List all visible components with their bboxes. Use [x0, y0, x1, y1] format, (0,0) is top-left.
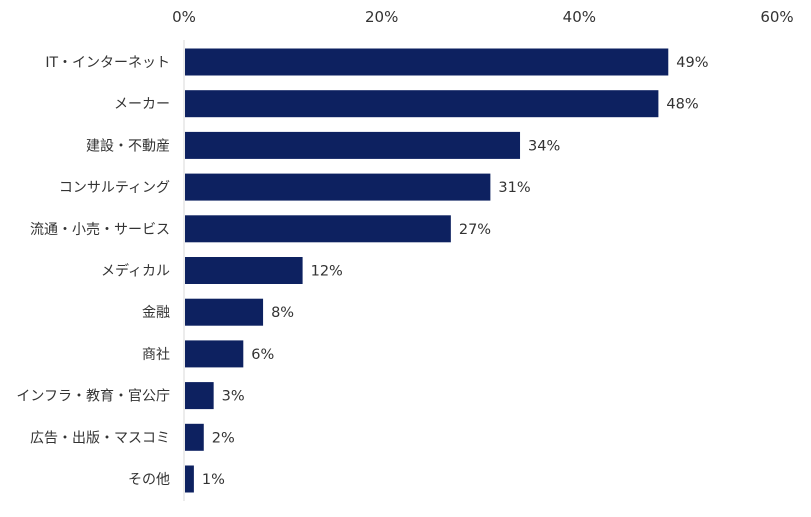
bar	[185, 382, 214, 410]
bar	[185, 173, 491, 201]
x-tick-label: 0%	[172, 8, 196, 26]
category-label: インフラ・教育・官公庁	[16, 389, 170, 405]
bar	[185, 131, 521, 159]
value-label: 3%	[222, 389, 245, 405]
value-label: 48%	[666, 97, 698, 113]
category-label: IT・インターネット	[45, 55, 170, 71]
x-tick-label: 40%	[563, 8, 596, 26]
bar	[185, 90, 659, 118]
category-label: 建設・不動産	[86, 138, 170, 154]
category-label: メーカー	[114, 97, 170, 113]
bar	[185, 340, 244, 368]
value-label: 27%	[459, 222, 491, 238]
bar	[185, 465, 194, 493]
category-label: 金融	[142, 305, 170, 321]
bar	[185, 257, 303, 284]
value-label: 12%	[311, 264, 343, 280]
category-label: 流通・小売・サービス	[30, 222, 170, 238]
bar	[185, 423, 204, 451]
value-label: 6%	[251, 347, 274, 363]
value-label: 2%	[212, 430, 235, 446]
x-axis-ticks: 0% 20% 40% 60%	[172, 8, 794, 26]
category-labels: IT・インターネットメーカー建設・不動産コンサルティング流通・小売・サービスメデ…	[16, 55, 170, 488]
x-tick-label: 20%	[365, 8, 398, 26]
value-label: 49%	[676, 55, 708, 71]
category-label: 商社	[142, 347, 170, 363]
value-label: 31%	[498, 180, 530, 196]
category-label: メディカル	[101, 263, 170, 280]
category-label: その他	[128, 472, 170, 488]
bar	[185, 48, 669, 76]
value-label: 8%	[271, 305, 294, 321]
category-label: 広告・出版・マスコミ	[30, 430, 170, 446]
value-label: 34%	[528, 138, 560, 154]
bar	[185, 298, 264, 326]
value-labels: 49% 48% 34% 31% 27% 12% 8% 6% 3% 2% 1%	[202, 55, 709, 488]
category-label: コンサルティング	[59, 180, 170, 196]
x-tick-label: 60%	[760, 8, 793, 26]
value-label: 1%	[202, 472, 225, 488]
bar	[185, 215, 451, 243]
bars	[185, 48, 669, 493]
